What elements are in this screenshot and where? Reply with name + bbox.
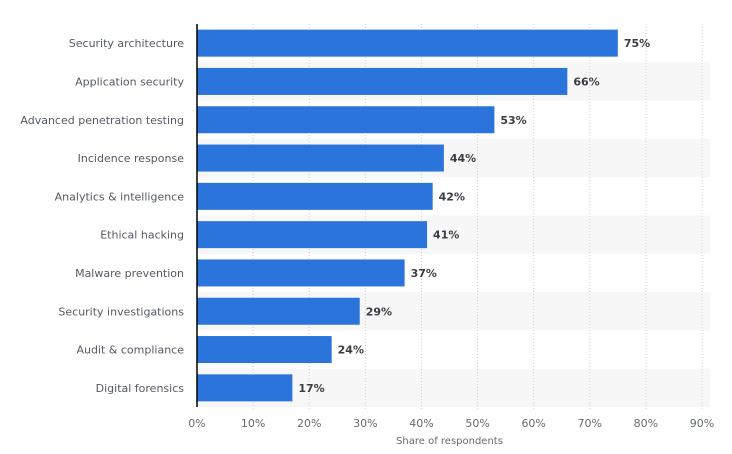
x-tick-label: 10%	[241, 417, 265, 430]
category-label: Advanced penetration testing	[20, 114, 184, 127]
value-labels: 75% 66% 53% 44% 42% 41% 37% 29% 24% 17%	[298, 37, 650, 395]
bar	[197, 374, 293, 402]
bar	[197, 182, 433, 210]
x-axis-title: Share of respondents	[396, 436, 503, 447]
bar	[197, 29, 618, 57]
x-tick-label: 40%	[409, 417, 433, 430]
value-label: 41%	[433, 229, 459, 242]
value-label: 42%	[439, 190, 465, 203]
value-label: 29%	[366, 305, 392, 318]
category-labels: Security architecture Application securit…	[20, 37, 184, 395]
bar	[197, 106, 495, 134]
category-label: Security investigations	[58, 305, 184, 318]
x-tick-label: 60%	[521, 417, 545, 430]
value-label: 37%	[411, 267, 437, 280]
value-label: 17%	[298, 382, 324, 395]
category-label: Incidence response	[78, 152, 185, 165]
bar	[197, 144, 444, 172]
x-tick-labels: 0% 10% 20% 30% 40% 50% 60% 70% 80% 90%	[188, 417, 714, 430]
value-label: 24%	[338, 344, 364, 357]
category-label: Security architecture	[69, 37, 184, 50]
x-tick-label: 90%	[690, 417, 714, 430]
x-tick-label: 80%	[634, 417, 658, 430]
category-label: Malware prevention	[75, 267, 184, 280]
bar	[197, 297, 360, 325]
bar	[197, 67, 568, 95]
category-label: Analytics & intelligence	[55, 190, 185, 203]
x-tick-label: 0%	[188, 417, 205, 430]
x-tick-label: 20%	[297, 417, 321, 430]
bar	[197, 221, 428, 249]
bar	[197, 336, 332, 364]
bar	[197, 259, 405, 287]
value-label: 75%	[624, 37, 650, 50]
category-label: Application security	[75, 75, 184, 88]
value-label: 44%	[450, 152, 476, 165]
category-label: Digital forensics	[96, 382, 185, 395]
bars	[197, 29, 618, 402]
category-label: Audit & compliance	[76, 344, 184, 357]
x-tick-label: 50%	[465, 417, 489, 430]
value-label: 66%	[573, 75, 599, 88]
x-tick-label: 70%	[578, 417, 602, 430]
value-label: 53%	[500, 114, 526, 127]
category-label: Ethical hacking	[100, 229, 184, 242]
x-tick-label: 30%	[353, 417, 377, 430]
